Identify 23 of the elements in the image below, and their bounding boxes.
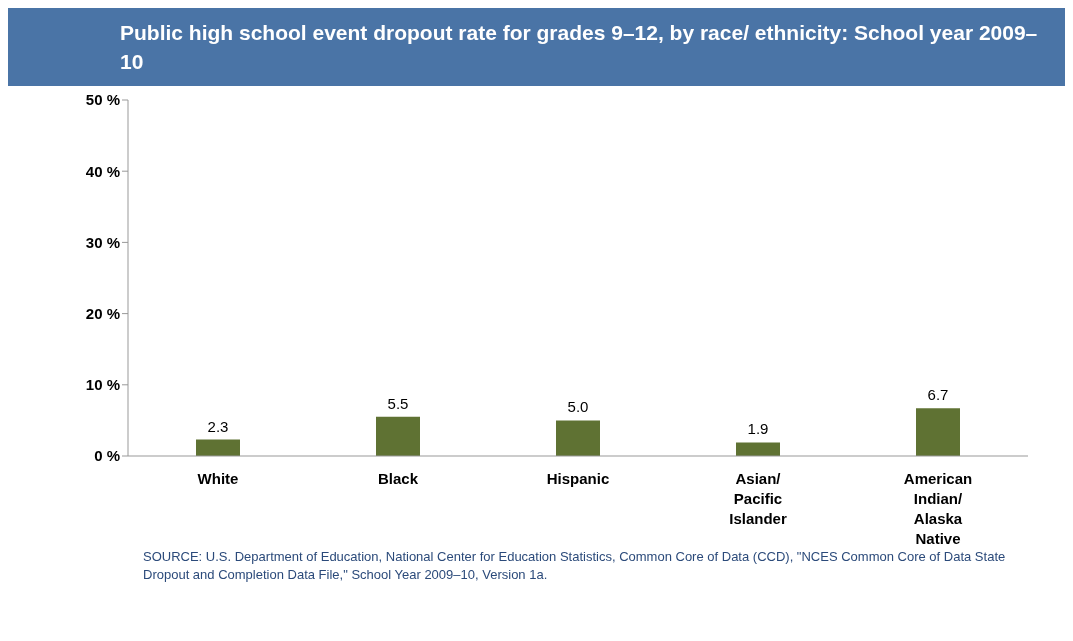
x-tick-label: Asian/Pacific Islander (729, 470, 787, 527)
y-tick-label: 10 % (85, 376, 120, 394)
chart-title: Public high school event dropout rate for grades 9–12, by race/ ethnicity: School year 2009–10 (8, 8, 1065, 86)
data-label: 5.0 (567, 398, 589, 416)
bar (196, 439, 240, 456)
data-label: 6.7 (927, 386, 949, 404)
data-label: 1.9 (747, 420, 769, 438)
y-tick-label: 20 % (85, 304, 120, 322)
data-label: 2.3 (207, 417, 229, 435)
y-tick-label: 0 % (94, 447, 120, 465)
x-tick-label: American Indian/Alaska Native (903, 470, 973, 547)
bar (376, 416, 420, 456)
x-tick-label: Black (377, 470, 419, 487)
y-tick-label: 30 % (85, 233, 120, 251)
bar (916, 408, 960, 456)
bar (736, 442, 780, 456)
y-tick-label: 40 % (85, 162, 120, 180)
bar (556, 420, 600, 456)
source-note: SOURCE: U.S. Department of Education, National Center for Education Statistics, Common Core of Data (CCD), "NCES Common Core of Data State Dropout and Completion Data File," School Year 2009–10, Version 1a. (143, 548, 1007, 584)
x-tick-label: White (197, 470, 239, 487)
data-label: 5.5 (387, 394, 409, 412)
x-tick-label: Hispanic (546, 470, 610, 487)
y-tick-label: 50 % (85, 91, 120, 109)
